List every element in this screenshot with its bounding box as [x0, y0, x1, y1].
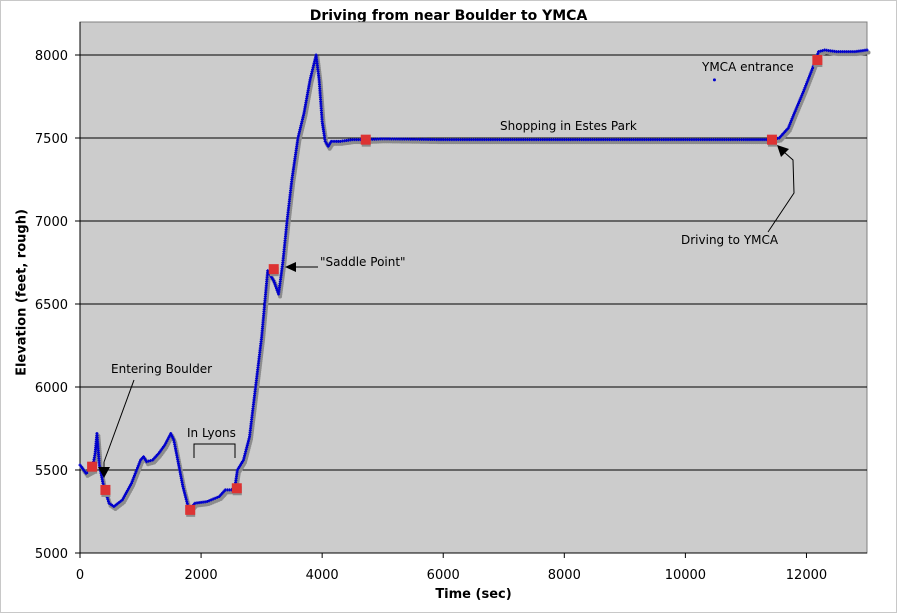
y-tick-label: 5500 — [35, 464, 68, 479]
y-axis-ticks: 5000 5500 6000 6500 7000 7500 8000 — [35, 49, 80, 562]
annotation-in-lyons: In Lyons — [187, 426, 236, 440]
x-axis-label: Time (sec) — [435, 587, 512, 602]
annotations: Entering Boulder In Lyons "Saddle Point"… — [98, 60, 795, 478]
arrow-head-icon — [98, 467, 110, 478]
y-tick-label: 5000 — [35, 547, 68, 562]
y-tick-label: 6500 — [35, 298, 68, 313]
annotation-saddle-point: "Saddle Point" — [320, 255, 406, 269]
x-tick-label: 6000 — [427, 568, 460, 583]
plot-area — [79, 21, 868, 554]
arrow-line — [767, 151, 795, 233]
annotation-entering-boulder: Entering Boulder — [111, 362, 212, 376]
waypoint-marker — [185, 504, 196, 515]
x-tick-label: 10000 — [665, 568, 706, 583]
waypoint-marker — [100, 484, 111, 495]
bracket — [193, 443, 236, 458]
waypoint-marker — [766, 134, 777, 145]
stray-point — [712, 78, 716, 82]
arrow-line — [103, 379, 135, 463]
x-tick-label: 12000 — [786, 568, 827, 583]
waypoint-marker — [812, 54, 823, 65]
waypoint-markers — [87, 54, 823, 517]
arrow-head-icon — [777, 145, 789, 157]
gridlines — [79, 22, 867, 558]
y-tick-label: 8000 — [35, 49, 68, 64]
x-tick-label: 4000 — [306, 568, 339, 583]
waypoint-marker — [360, 134, 371, 145]
arrow-head-icon — [285, 262, 296, 272]
annotation-estes-park: Shopping in Estes Park — [500, 119, 637, 133]
elevation-trace — [78, 48, 869, 512]
chart-title: Driving from near Boulder to YMCA — [309, 8, 588, 24]
x-tick-label: 8000 — [548, 568, 581, 583]
waypoint-marker — [231, 483, 242, 494]
y-tick-label: 7500 — [35, 132, 68, 147]
waypoint-marker — [87, 461, 98, 472]
x-tick-label: 0 — [76, 568, 84, 583]
y-tick-label: 6000 — [35, 381, 68, 396]
x-tick-label: 2000 — [185, 568, 218, 583]
annotation-ymca-entrance: YMCA entrance — [701, 60, 794, 74]
waypoint-marker — [268, 264, 279, 275]
annotation-driving-to-ymca: Driving to YMCA — [681, 233, 779, 247]
y-tick-label: 7000 — [35, 215, 68, 230]
x-axis-ticks: 0 2000 4000 6000 8000 10000 12000 — [76, 553, 827, 583]
